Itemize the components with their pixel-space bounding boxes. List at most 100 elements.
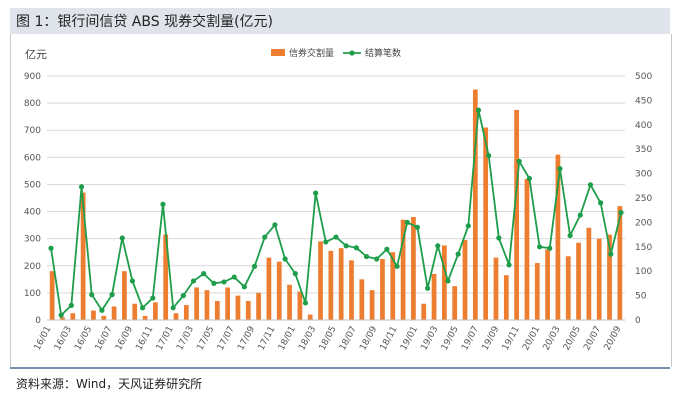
- bar: [349, 260, 354, 320]
- line-point: [241, 284, 247, 290]
- x-tick-label: 20/03: [542, 325, 563, 353]
- left-tick-label: 500: [24, 180, 41, 190]
- right-tick-label: 450: [635, 96, 652, 106]
- line-point: [150, 295, 156, 301]
- x-tick-label: 18/07: [338, 325, 359, 353]
- x-tick-label: 18/09: [358, 324, 379, 352]
- x-tick-label: 17/11: [257, 325, 278, 353]
- source-note: 资料来源：Wind，天风证券研究所: [16, 377, 203, 391]
- x-tick-label: 18/11: [379, 325, 400, 353]
- x-tick-label: 16/07: [94, 325, 115, 353]
- line-point: [475, 107, 482, 113]
- right-tick-label: 200: [635, 218, 652, 228]
- line-point: [292, 271, 298, 277]
- line-point: [272, 222, 278, 228]
- line-point: [48, 245, 54, 251]
- bar: [225, 287, 230, 320]
- bar: [183, 305, 189, 320]
- x-tick-label: 20/09: [603, 324, 624, 352]
- legend-swatch-bar: [271, 49, 285, 56]
- bar: [462, 240, 468, 320]
- x-tick-label: 20/07: [582, 325, 603, 353]
- x-tick-label: 18/01: [277, 325, 298, 353]
- bar: [60, 317, 65, 320]
- bar: [545, 249, 550, 320]
- line-point: [313, 190, 319, 196]
- bar: [245, 301, 251, 320]
- bar: [369, 290, 375, 320]
- left-unit-label: 亿元: [25, 48, 47, 61]
- line-point: [180, 293, 186, 299]
- bar: [431, 273, 437, 320]
- x-tick-label: 16/05: [73, 325, 94, 353]
- x-tick-label: 17/07: [216, 325, 237, 353]
- bar: [194, 287, 200, 320]
- line-point: [170, 305, 176, 311]
- bar: [318, 241, 323, 320]
- left-tick-label: 300: [24, 235, 41, 245]
- bar: [565, 256, 571, 320]
- x-tick-label: 17/03: [175, 325, 196, 353]
- line-point: [618, 210, 624, 216]
- chart-title: 图 1：银行间信贷 ABS 现券交割量(亿元): [16, 14, 274, 30]
- line-point: [587, 182, 594, 188]
- line-point: [99, 307, 105, 313]
- bar: [472, 89, 478, 320]
- x-tick-label: 20/05: [562, 325, 583, 353]
- line-point: [58, 312, 64, 318]
- line-point: [129, 278, 136, 284]
- right-tick-label: 300: [635, 170, 652, 180]
- bar: [91, 310, 96, 320]
- bar: [586, 227, 592, 320]
- line-point: [363, 253, 370, 260]
- x-tick-label: 16/01: [33, 325, 54, 353]
- line-point: [190, 278, 197, 284]
- chart-box: 0 100 200 300 400 500 600 700 800 900 0 50 100 150 200…: [10, 34, 672, 367]
- line-point: [109, 292, 115, 298]
- bar: [307, 314, 313, 320]
- left-tick-label: 900: [24, 72, 41, 82]
- line-point: [557, 166, 563, 172]
- bar: [452, 286, 458, 320]
- line-point: [455, 251, 461, 257]
- line-point: [465, 223, 471, 229]
- line-point: [201, 271, 207, 277]
- line-point: [567, 232, 573, 239]
- legend-label-line: 结算笔数: [365, 47, 401, 59]
- left-tick-label: 400: [24, 208, 41, 218]
- bar: [80, 192, 86, 320]
- legend-label-bar: 信券交割量: [289, 47, 334, 59]
- bar: [380, 259, 385, 320]
- x-tick-label: 19/03: [419, 325, 440, 353]
- line-point: [404, 219, 410, 225]
- source-divider: [10, 367, 670, 369]
- x-tick-label: 19/01: [399, 325, 420, 353]
- bar: [153, 302, 158, 320]
- x-tick-label: 18/03: [297, 325, 318, 353]
- line-point: [414, 224, 421, 230]
- bar: [173, 313, 179, 320]
- line-point: [302, 300, 309, 306]
- right-tick-label: 0: [635, 316, 641, 326]
- line-point: [425, 285, 431, 291]
- bar: [276, 261, 282, 320]
- bar: [607, 234, 612, 320]
- line-point: [547, 245, 553, 251]
- bar: [359, 279, 365, 320]
- bar: [400, 219, 406, 320]
- x-tick-label: 18/05: [318, 325, 339, 353]
- line-point: [577, 212, 583, 218]
- line-point: [119, 235, 125, 241]
- line-point: [282, 256, 288, 262]
- right-tick-label: 500: [635, 72, 652, 82]
- bar: [142, 315, 148, 320]
- bar: [411, 216, 416, 320]
- x-tick-label: 19/05: [440, 325, 461, 353]
- line-point: [221, 279, 227, 285]
- bar: [576, 242, 581, 320]
- x-tick-label: 19/11: [501, 325, 522, 353]
- line-point: [486, 152, 492, 159]
- line-point: [445, 278, 451, 284]
- bar: [338, 248, 344, 320]
- bar: [493, 257, 499, 320]
